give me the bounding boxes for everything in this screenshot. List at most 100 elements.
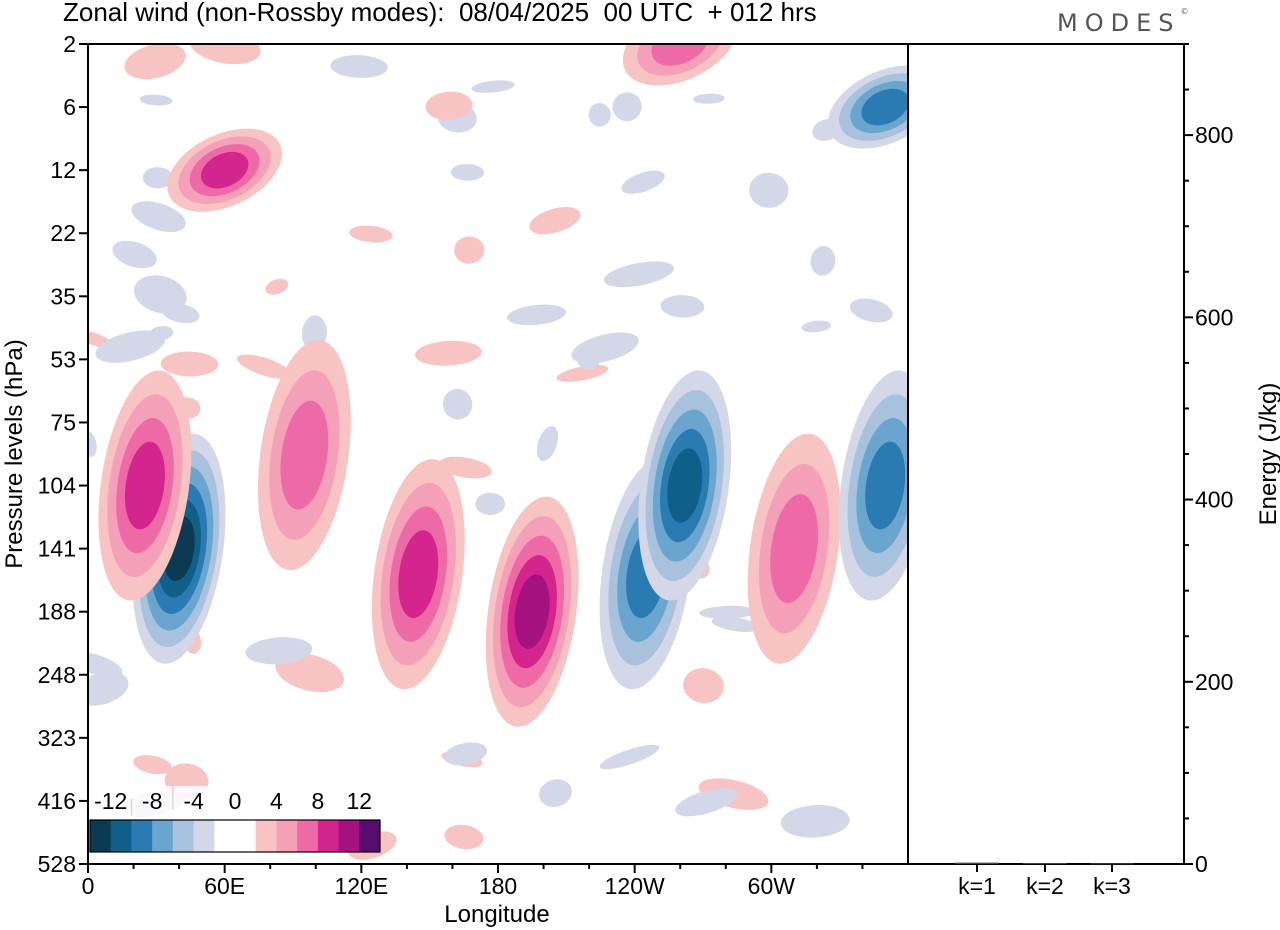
colorbar-label: -12: [94, 788, 127, 814]
colorbar-swatch: [193, 820, 215, 852]
colorbar-swatch: [255, 820, 277, 852]
wind-contour-patch: [265, 278, 289, 295]
wind-contour-patch: [780, 805, 850, 838]
colorbar-label: 0: [229, 788, 242, 814]
wind-contour-patch: [599, 744, 660, 770]
y-tick-label: 528: [38, 851, 76, 877]
colorbar-label-bg: [339, 786, 380, 816]
wind-contour-patch: [588, 103, 611, 127]
colorbar-swatch: [214, 820, 236, 852]
colorbar-swatch: [276, 820, 298, 852]
energy-panel: [908, 43, 1185, 865]
wind-contour-patch: [675, 788, 738, 817]
colorbar-label: 8: [311, 788, 324, 814]
x-tick-label: 180: [479, 873, 517, 899]
y-tick-label: 75: [50, 409, 76, 435]
x-tick-label: 120E: [334, 873, 388, 899]
wind-contour-patch: [237, 354, 292, 379]
wind-contour-patch: [699, 605, 757, 619]
wind-contour-patch: [349, 225, 393, 243]
energy-category-label: k=3: [1093, 873, 1131, 899]
colorbar-label-bg: [297, 786, 338, 816]
logo-text: MODES: [1057, 9, 1181, 37]
colorbar-border: [89, 819, 381, 853]
y-tick-label: 2: [63, 31, 76, 57]
westerly-contour: [770, 494, 819, 604]
colorbar-swatch: [110, 820, 132, 852]
colorbar-label: -4: [183, 788, 204, 814]
colorbar-label-bg: [132, 786, 173, 816]
westerly-contour: [280, 400, 329, 510]
westerly-contour: [124, 441, 165, 530]
wind-contour-patch: [112, 240, 157, 269]
easterly-contour: [861, 88, 908, 126]
y-tick-label: 22: [50, 220, 76, 246]
wind-contour-patch: [330, 55, 388, 78]
y-axis-label: Pressure levels (hPa): [1, 339, 28, 568]
westerly-contour: [200, 151, 249, 189]
x-tick-label: 60E: [204, 873, 245, 899]
wind-contour-patch: [692, 93, 725, 104]
wind-contour-patch: [438, 456, 492, 479]
x-tick-label: 120W: [605, 873, 665, 899]
longitude-axis: 0 60E 120E 180 120W 60W: [82, 864, 864, 899]
wind-contour-patch: [275, 653, 344, 693]
y-tick-label: 323: [38, 725, 76, 751]
wind-contour-patch: [88, 651, 123, 677]
energy-category-label: k=2: [1026, 873, 1064, 899]
y-tick-label: 416: [38, 788, 76, 814]
x-tick-label: 0: [82, 873, 95, 899]
chart-title: Zonal wind (non-Rossby modes): 08/04/202…: [63, 0, 817, 27]
wind-contour-patch: [683, 668, 724, 704]
wind-contour-patch: [450, 163, 485, 181]
wind-contour-patch: [442, 388, 473, 420]
wind-contour-patch: [139, 94, 173, 106]
x-axis-label: Longitude: [444, 901, 549, 928]
wind-contour-patch: [124, 44, 186, 80]
colorbar-swatch: [235, 820, 257, 852]
y-tick-label: 6: [63, 94, 76, 120]
colorbar-swatch: [297, 820, 319, 852]
colorbar-label-bg: [90, 786, 131, 816]
easterly-contour: [667, 448, 703, 523]
colorbar-label-bg: [173, 786, 214, 816]
wind-contour-patch: [660, 295, 705, 318]
wind-contour-patch: [475, 492, 505, 516]
energy-axis-label: Energy (J/kg): [1255, 383, 1280, 526]
wind-contour-patch: [849, 298, 893, 323]
y-tick-label: 104: [38, 473, 77, 499]
energy-bar: [955, 862, 999, 864]
colorbar-swatch: [338, 820, 360, 852]
colorbar-label: -8: [142, 788, 162, 814]
wind-contour-patch: [245, 637, 313, 665]
wind-contour-patch: [161, 302, 200, 324]
y-tick-label: 53: [50, 346, 76, 372]
wind-contour-patch: [443, 742, 488, 766]
energy-bar: [1023, 863, 1067, 865]
wind-contour-patch: [142, 167, 173, 189]
wind-contour-patch: [160, 351, 219, 377]
wind-contour-patch: [603, 261, 674, 288]
colorbar-labels: -12 -8 -4 0 4 8 12: [90, 786, 380, 816]
wind-contour-patch: [425, 91, 473, 121]
y-tick-label: 141: [38, 536, 76, 562]
colorbar-label-bg: [215, 786, 255, 816]
colorbar-swatch: [359, 820, 381, 852]
x-tick-label: 60W: [748, 873, 796, 899]
wind-contour-patch: [471, 80, 515, 93]
wind-contour-patch: [189, 44, 261, 65]
westerly-contour: [514, 574, 550, 649]
wind-contour-patch: [556, 364, 609, 382]
logo-mark: ©: [1180, 7, 1189, 16]
wind-contour-patch: [749, 172, 789, 208]
wind-contour-patch: [529, 207, 581, 235]
wind-contour-patch: [133, 755, 172, 775]
y-tick-label: 12: [50, 157, 76, 183]
easterly-contour: [865, 441, 906, 530]
colorbar-swatch: [172, 820, 195, 852]
y-tick-label: 35: [50, 283, 76, 309]
wind-contour-patch: [810, 246, 836, 276]
modes-logo: MODES©: [1057, 7, 1189, 37]
colorbar-label: 12: [346, 788, 372, 814]
